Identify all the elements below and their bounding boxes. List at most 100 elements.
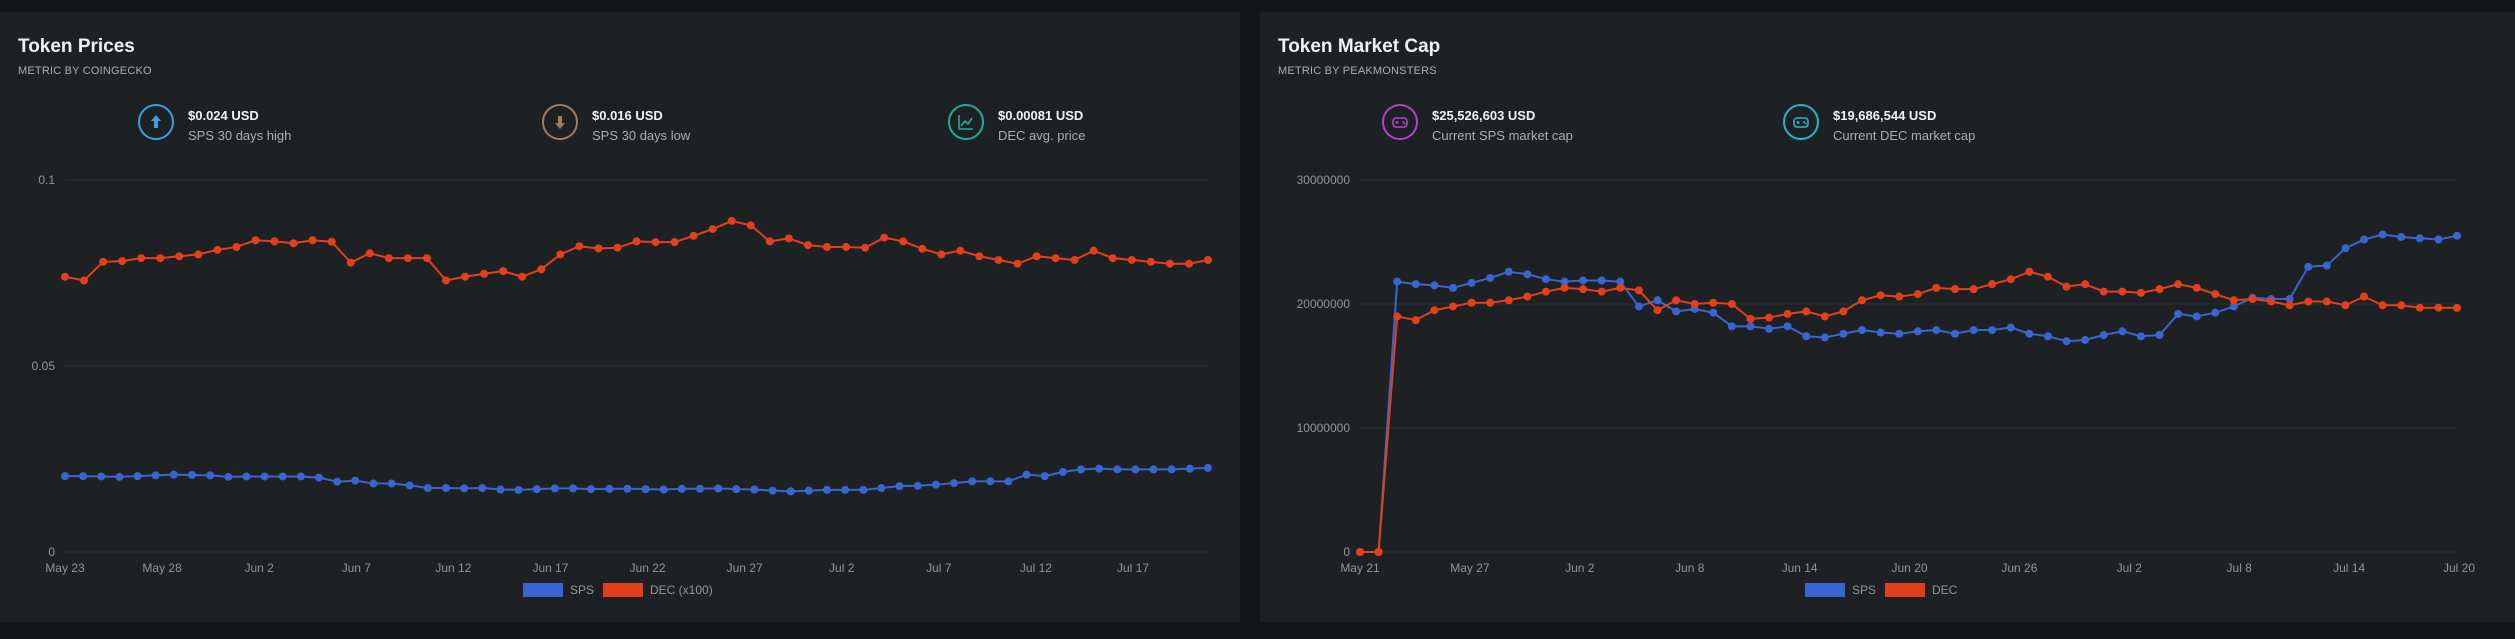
- data-point[interactable]: [1820, 312, 1829, 321]
- data-point[interactable]: [1634, 286, 1643, 295]
- data-point[interactable]: [641, 485, 650, 494]
- data-point[interactable]: [213, 245, 222, 254]
- data-point[interactable]: [2118, 327, 2127, 336]
- data-point[interactable]: [2043, 332, 2052, 341]
- data-point[interactable]: [289, 239, 298, 248]
- data-point[interactable]: [1411, 280, 1420, 289]
- data-point[interactable]: [2378, 230, 2387, 239]
- data-point[interactable]: [2229, 296, 2238, 305]
- data-point[interactable]: [1004, 477, 1013, 486]
- data-point[interactable]: [968, 477, 977, 486]
- data-point[interactable]: [1988, 280, 1997, 289]
- data-point[interactable]: [1672, 307, 1681, 316]
- data-point[interactable]: [2397, 301, 2406, 310]
- data-point[interactable]: [2322, 261, 2331, 270]
- data-point[interactable]: [750, 485, 759, 494]
- data-point[interactable]: [2453, 231, 2461, 240]
- data-point[interactable]: [1448, 302, 1457, 311]
- data-point[interactable]: [880, 233, 889, 242]
- data-point[interactable]: [242, 472, 251, 481]
- data-point[interactable]: [659, 485, 668, 494]
- data-point[interactable]: [623, 484, 632, 493]
- data-point[interactable]: [1783, 322, 1792, 331]
- data-point[interactable]: [1913, 327, 1922, 336]
- data-point[interactable]: [950, 479, 958, 488]
- data-point[interactable]: [2136, 332, 2145, 341]
- data-point[interactable]: [1876, 328, 1885, 337]
- data-point[interactable]: [2155, 331, 2164, 339]
- data-point[interactable]: [823, 485, 831, 494]
- data-point[interactable]: [251, 236, 260, 245]
- data-point[interactable]: [1876, 291, 1885, 300]
- data-point[interactable]: [2062, 282, 2071, 291]
- data-point[interactable]: [1783, 309, 1792, 318]
- data-point[interactable]: [1022, 470, 1031, 479]
- data-point[interactable]: [1913, 290, 1922, 299]
- data-point[interactable]: [1051, 254, 1060, 263]
- data-point[interactable]: [188, 470, 196, 479]
- data-point[interactable]: [2006, 275, 2015, 284]
- data-point[interactable]: [1560, 283, 1569, 292]
- data-point[interactable]: [975, 252, 984, 261]
- data-point[interactable]: [670, 238, 679, 247]
- data-point[interactable]: [714, 484, 723, 493]
- data-point[interactable]: [2285, 295, 2294, 304]
- data-point[interactable]: [97, 472, 106, 481]
- data-point[interactable]: [1504, 296, 1513, 305]
- data-point[interactable]: [2043, 272, 2052, 281]
- data-point[interactable]: [480, 269, 489, 278]
- data-point[interactable]: [1095, 464, 1104, 473]
- data-point[interactable]: [1467, 298, 1476, 307]
- data-point[interactable]: [1616, 283, 1625, 292]
- data-point[interactable]: [1746, 314, 1755, 323]
- data-point[interactable]: [786, 487, 795, 496]
- data-point[interactable]: [994, 255, 1003, 264]
- data-point[interactable]: [2211, 308, 2220, 317]
- data-point[interactable]: [550, 484, 559, 493]
- data-point[interactable]: [514, 485, 523, 494]
- data-point[interactable]: [1616, 277, 1625, 286]
- data-point[interactable]: [403, 254, 412, 263]
- data-point[interactable]: [308, 236, 317, 245]
- data-point[interactable]: [232, 242, 241, 251]
- data-point[interactable]: [2378, 301, 2387, 310]
- data-point[interactable]: [405, 481, 414, 490]
- data-point[interactable]: [387, 479, 396, 488]
- data-point[interactable]: [765, 237, 774, 246]
- data-point[interactable]: [1895, 329, 1904, 338]
- data-point[interactable]: [2006, 323, 2015, 332]
- data-point[interactable]: [1950, 329, 1959, 338]
- data-point[interactable]: [2248, 295, 2257, 304]
- data-point[interactable]: [194, 250, 203, 259]
- data-point[interactable]: [461, 272, 470, 281]
- data-point[interactable]: [2267, 297, 2276, 306]
- data-point[interactable]: [169, 470, 178, 479]
- data-point[interactable]: [1597, 287, 1606, 296]
- data-point[interactable]: [841, 485, 850, 494]
- data-point[interactable]: [746, 221, 755, 230]
- data-point[interactable]: [2192, 312, 2201, 321]
- data-point[interactable]: [442, 276, 450, 285]
- data-point[interactable]: [2304, 297, 2313, 306]
- data-point[interactable]: [270, 237, 279, 246]
- data-point[interactable]: [1579, 276, 1588, 285]
- data-point[interactable]: [1727, 300, 1736, 308]
- data-point[interactable]: [677, 484, 686, 493]
- data-point[interactable]: [1146, 257, 1155, 266]
- data-point[interactable]: [1802, 307, 1811, 316]
- data-point[interactable]: [1374, 548, 1383, 556]
- data-point[interactable]: [1597, 276, 1606, 285]
- data-point[interactable]: [784, 234, 793, 243]
- data-point[interactable]: [2341, 301, 2350, 310]
- data-point[interactable]: [537, 265, 546, 274]
- data-point[interactable]: [842, 242, 851, 251]
- data-point[interactable]: [1709, 308, 1718, 317]
- data-point[interactable]: [346, 258, 355, 267]
- data-point[interactable]: [613, 243, 622, 252]
- data-point[interactable]: [937, 250, 946, 259]
- data-point[interactable]: [1448, 283, 1457, 292]
- data-point[interactable]: [605, 484, 614, 493]
- data-point[interactable]: [1709, 298, 1718, 307]
- data-point[interactable]: [365, 249, 374, 258]
- data-point[interactable]: [478, 484, 487, 493]
